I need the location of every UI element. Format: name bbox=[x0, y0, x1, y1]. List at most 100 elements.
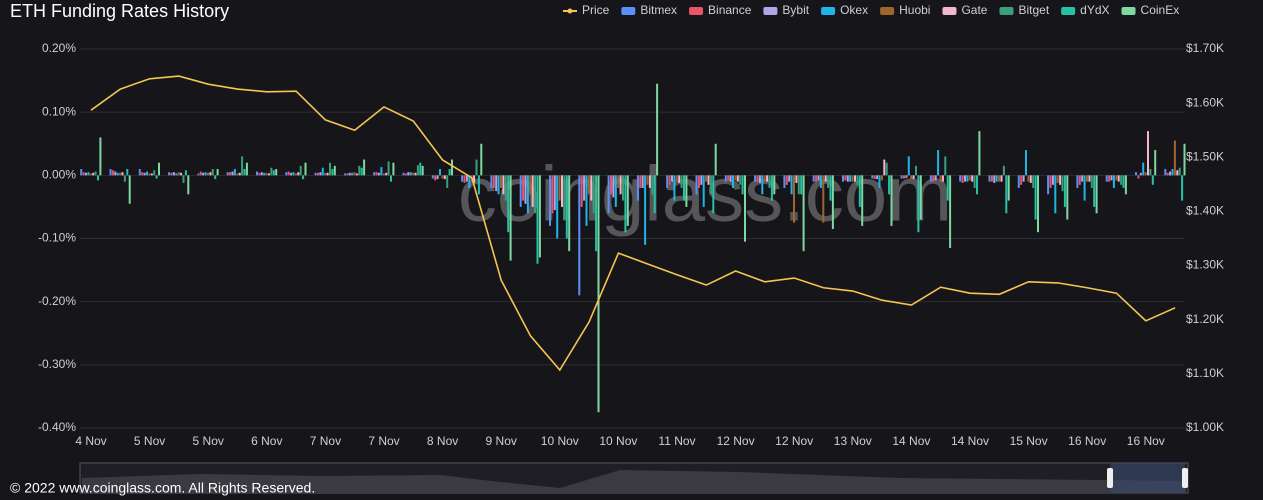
bar bbox=[116, 172, 119, 176]
bar bbox=[373, 172, 376, 176]
bar bbox=[563, 175, 566, 220]
legend-label[interactable]: Bitget bbox=[1018, 3, 1049, 17]
bar bbox=[1022, 175, 1025, 182]
bar bbox=[172, 172, 175, 176]
bar bbox=[141, 172, 144, 176]
bar bbox=[971, 175, 974, 182]
bar bbox=[380, 167, 383, 176]
legend-label[interactable]: Binance bbox=[708, 3, 752, 17]
x-tick-label: 6 Nov bbox=[251, 434, 282, 448]
bar bbox=[443, 175, 446, 180]
legend-label[interactable]: Bybit bbox=[782, 3, 809, 17]
bar bbox=[978, 131, 981, 176]
bar bbox=[597, 175, 600, 413]
bar bbox=[1049, 175, 1052, 188]
bar bbox=[1059, 175, 1062, 185]
bar bbox=[890, 175, 893, 226]
bar bbox=[944, 156, 947, 176]
bar bbox=[236, 173, 239, 176]
bar bbox=[490, 175, 493, 188]
x-tick-label: 12 Nov bbox=[775, 434, 813, 448]
bar bbox=[732, 175, 734, 188]
bar bbox=[387, 161, 390, 176]
bar bbox=[495, 175, 498, 192]
bar bbox=[617, 175, 620, 188]
x-tick-label: 7 Nov bbox=[368, 434, 399, 448]
bar bbox=[407, 172, 410, 176]
bar bbox=[448, 169, 451, 176]
bar bbox=[827, 175, 830, 188]
bar bbox=[434, 175, 437, 181]
bar bbox=[85, 172, 87, 176]
legend-label[interactable]: Huobi bbox=[899, 3, 930, 17]
bar bbox=[180, 172, 183, 176]
legend-label[interactable]: Gate bbox=[961, 3, 987, 17]
legend-label[interactable]: CoinEx bbox=[1141, 3, 1180, 17]
y2-tick-label: $1.40K bbox=[1186, 204, 1224, 218]
legend-label[interactable]: Okex bbox=[840, 3, 868, 17]
bar bbox=[1142, 162, 1145, 176]
bar bbox=[238, 172, 241, 176]
legend-label[interactable]: dYdX bbox=[1080, 3, 1109, 17]
y2-tick-label: $1.60K bbox=[1186, 95, 1224, 109]
bar bbox=[819, 175, 822, 188]
y-tick-label: 0.10% bbox=[42, 104, 76, 118]
bar bbox=[736, 175, 739, 182]
bar bbox=[639, 175, 642, 188]
zoom-window[interactable] bbox=[1110, 463, 1185, 493]
bar bbox=[1037, 175, 1039, 233]
zoom-handle[interactable] bbox=[1182, 468, 1188, 488]
bar bbox=[910, 175, 913, 180]
bar bbox=[123, 175, 126, 182]
bar bbox=[744, 175, 746, 242]
bar bbox=[272, 170, 275, 176]
x-tick-label: 9 Nov bbox=[486, 434, 517, 448]
bar bbox=[504, 175, 507, 201]
bar bbox=[1151, 175, 1154, 185]
bar bbox=[1171, 169, 1174, 176]
x-tick-label: 12 Nov bbox=[717, 434, 755, 448]
bar bbox=[1083, 175, 1086, 201]
bar bbox=[705, 175, 708, 182]
x-tick-label: 8 Nov bbox=[427, 434, 458, 448]
bar bbox=[465, 175, 468, 182]
bar bbox=[680, 175, 683, 188]
bar bbox=[290, 172, 293, 176]
bar bbox=[707, 175, 710, 185]
bar bbox=[329, 162, 331, 176]
legend-label[interactable]: Bitmex bbox=[640, 3, 677, 17]
bar bbox=[812, 175, 815, 182]
bar bbox=[314, 172, 317, 176]
bar bbox=[1017, 175, 1020, 188]
bar bbox=[785, 175, 788, 185]
bar bbox=[184, 170, 187, 176]
y-tick-label: -0.10% bbox=[38, 231, 76, 245]
y-tick-label: 0.00% bbox=[42, 168, 76, 182]
bar bbox=[1137, 175, 1140, 179]
bar bbox=[587, 175, 590, 195]
bar bbox=[714, 143, 717, 176]
bar bbox=[961, 175, 964, 183]
bar bbox=[695, 175, 698, 195]
bar bbox=[700, 175, 703, 185]
bar bbox=[549, 175, 551, 226]
y-tick-label: 0.20% bbox=[42, 41, 76, 55]
bar bbox=[263, 172, 266, 176]
bar bbox=[641, 175, 644, 188]
bar bbox=[998, 175, 1001, 182]
bar bbox=[939, 175, 942, 182]
bar bbox=[204, 172, 207, 176]
bar bbox=[209, 172, 212, 176]
bar bbox=[385, 172, 388, 176]
bar bbox=[1025, 150, 1027, 176]
bar bbox=[592, 175, 595, 214]
bar bbox=[885, 162, 888, 176]
bar bbox=[229, 172, 232, 176]
legend-label[interactable]: Price bbox=[582, 3, 610, 17]
zoom-handle[interactable] bbox=[1107, 468, 1113, 488]
bar bbox=[861, 175, 864, 226]
bar bbox=[265, 172, 268, 176]
bar bbox=[756, 175, 759, 182]
x-tick-label: 11 Nov bbox=[658, 434, 695, 448]
bar bbox=[580, 175, 583, 207]
